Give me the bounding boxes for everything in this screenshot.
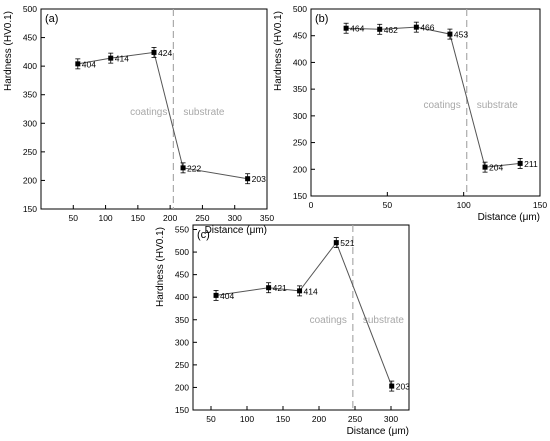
x-tick-label: 100: [240, 414, 254, 424]
data-point: [213, 292, 219, 298]
x-tick-label: 150: [276, 414, 290, 424]
data-point: [389, 383, 395, 389]
data-label: 466: [420, 23, 434, 33]
data-label: 414: [304, 286, 318, 296]
chart-panel: 0 50 100 150 150 200 250 300 350 400 450 500 coating…: [273, 4, 547, 223]
x-tick-label: 250: [348, 414, 362, 424]
region-label-substrate: substrate: [477, 100, 519, 111]
y-tick-label: 150: [175, 405, 189, 415]
x-axis-label: Distance (μm): [347, 426, 409, 437]
data-label: 462: [384, 25, 398, 35]
data-point: [180, 165, 186, 171]
y-tick-label: 250: [293, 138, 307, 148]
x-tick-label: 100: [98, 213, 112, 223]
x-tick-label: 200: [312, 414, 326, 424]
data-label: 211: [524, 159, 538, 169]
x-tick-label: 50: [383, 200, 393, 210]
data-label: 464: [350, 24, 364, 34]
y-tick-label: 500: [175, 247, 189, 257]
y-axis-label: Hardness (HV0.1): [3, 11, 14, 91]
y-tick-label: 200: [23, 175, 37, 185]
plot-frame: [40, 8, 268, 210]
y-tick-label: 450: [175, 270, 189, 280]
y-tick-label: 350: [175, 315, 189, 325]
y-axis-label: Hardness (HV0.1): [273, 11, 284, 91]
x-tick-label: 300: [384, 414, 398, 424]
data-point: [266, 285, 272, 291]
region-label-substrate: substrate: [183, 107, 225, 118]
y-tick-label: 500: [23, 4, 37, 14]
y-axis-label: Hardness (HV0.1): [155, 227, 166, 307]
x-axis-label: Distance (μm): [478, 212, 540, 223]
data-point: [297, 288, 303, 294]
y-tick-label: 300: [293, 111, 307, 121]
data-label: 414: [115, 54, 129, 64]
data-point: [447, 31, 453, 37]
x-tick-label: 150: [533, 200, 547, 210]
x-tick-label: 350: [260, 213, 274, 223]
y-tick-label: 500: [293, 4, 307, 14]
data-point: [75, 61, 81, 67]
data-label: 404: [82, 59, 96, 69]
region-label-coatings: coatings: [310, 315, 347, 326]
x-tick-label: 50: [206, 414, 216, 424]
y-tick-label: 250: [23, 147, 37, 157]
chart-panel: 50 100 150 200 250 300 150 200 250 300 350 400 450 50…: [155, 224, 410, 437]
x-tick-label: 50: [69, 213, 79, 223]
data-label: 421: [273, 283, 287, 293]
data-point: [343, 25, 349, 31]
y-tick-label: 150: [23, 204, 37, 214]
x-tick-label: 200: [163, 213, 177, 223]
x-tick-label: 100: [457, 200, 471, 210]
x-tick-label: 0: [309, 200, 314, 210]
data-label: 204: [489, 163, 503, 173]
data-point: [333, 240, 339, 246]
data-point: [377, 26, 383, 32]
x-axis-label: Distance (μm): [205, 225, 267, 236]
x-tick-label: 300: [228, 213, 242, 223]
y-tick-label: 450: [293, 31, 307, 41]
data-point: [245, 176, 251, 182]
y-tick-label: 550: [175, 225, 189, 235]
data-point: [517, 160, 523, 166]
y-tick-label: 300: [175, 337, 189, 347]
y-tick-label: 200: [293, 164, 307, 174]
panel-label: (c): [197, 229, 210, 241]
y-tick-label: 400: [293, 57, 307, 67]
plot-frame: [192, 224, 410, 411]
data-label: 222: [187, 163, 201, 173]
region-label-coatings: coatings: [130, 107, 167, 118]
y-tick-label: 350: [293, 84, 307, 94]
panel-label: (a): [45, 13, 58, 25]
data-label: 203: [396, 382, 410, 392]
x-tick-label: 250: [195, 213, 209, 223]
chart-panel: 50 100 150 200 250 300 350 150 200 250 300 350 400 45…: [3, 4, 274, 236]
region-label-coatings: coatings: [423, 100, 460, 111]
series-line: [346, 26, 521, 168]
data-label: 404: [220, 291, 234, 301]
data-point: [482, 164, 488, 170]
y-tick-label: 300: [23, 118, 37, 128]
y-tick-label: 450: [23, 33, 37, 43]
data-point: [108, 55, 114, 61]
x-tick-label: 150: [131, 213, 145, 223]
y-tick-label: 250: [175, 360, 189, 370]
data-label: 453: [454, 30, 468, 40]
data-label: 521: [340, 238, 354, 248]
y-tick-label: 400: [23, 61, 37, 71]
y-tick-label: 400: [175, 292, 189, 302]
data-label: 203: [252, 174, 266, 184]
plot-frame: [310, 8, 541, 197]
y-tick-label: 150: [293, 191, 307, 201]
data-point: [151, 49, 157, 55]
y-tick-label: 200: [175, 382, 189, 392]
panel-label: (b): [315, 13, 328, 25]
data-label: 424: [158, 48, 172, 58]
data-point: [413, 24, 419, 30]
y-tick-label: 350: [23, 90, 37, 100]
region-label-substrate: substrate: [363, 315, 405, 326]
